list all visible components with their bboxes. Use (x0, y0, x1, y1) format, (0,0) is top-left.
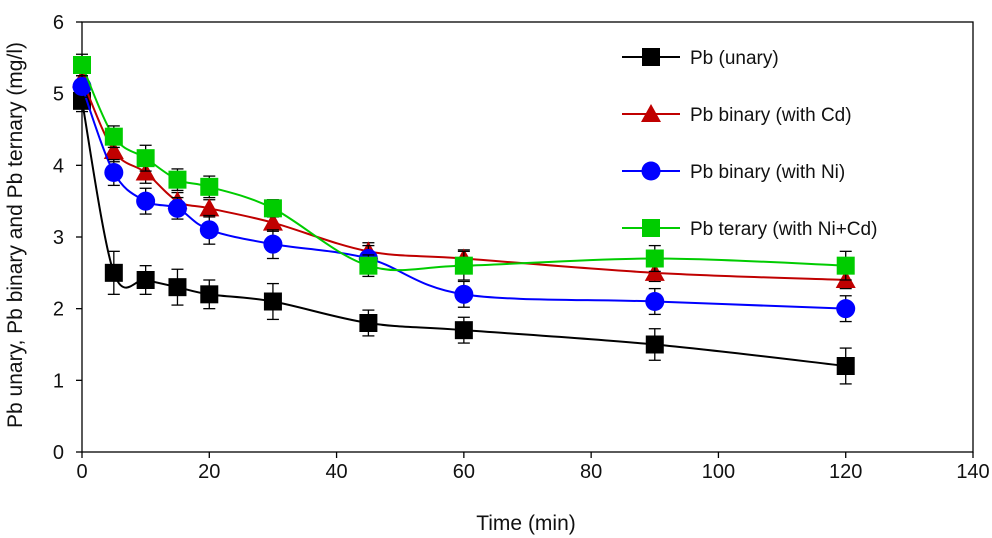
legend-swatch-marker (641, 104, 661, 122)
data-point (136, 191, 156, 211)
data-point (454, 284, 474, 304)
data-point (199, 220, 219, 240)
data-point (167, 198, 187, 218)
data-point (836, 299, 856, 319)
data-point (199, 198, 220, 217)
data-point (836, 357, 855, 375)
legend-entry: Pb binary (with Ni) (622, 161, 845, 183)
data-point (104, 263, 123, 282)
legend-swatch-marker (641, 161, 661, 181)
data-point (104, 127, 123, 146)
data-point (359, 314, 378, 332)
y-tick-label: 4 (53, 155, 64, 177)
data-point (359, 256, 378, 275)
y-tick-label: 3 (53, 227, 64, 249)
x-tick-label: 60 (453, 461, 475, 483)
data-point (136, 149, 155, 168)
legend-entry: Pb terary (with Ni+Cd) (622, 219, 877, 240)
x-tick-label: 80 (580, 461, 602, 483)
legend-label: Pb (unary) (690, 48, 779, 69)
data-point (836, 256, 855, 275)
series-line (81, 78, 846, 281)
y-tick-label: 0 (53, 442, 64, 464)
y-tick-label: 5 (53, 84, 64, 106)
data-point (72, 77, 92, 96)
data-point (645, 292, 665, 311)
x-tick-label: 120 (829, 461, 862, 483)
data-point (263, 199, 282, 218)
legend-label: Pb terary (with Ni+Cd) (690, 219, 877, 240)
series-2 (72, 75, 856, 323)
legend-swatch-marker (642, 219, 660, 237)
data-point (200, 177, 219, 196)
data-point (645, 335, 664, 354)
data-point (104, 163, 124, 182)
data-point (73, 56, 91, 74)
data-point (454, 321, 473, 340)
data-point (73, 91, 91, 110)
data-point (263, 234, 283, 254)
data-point (168, 278, 187, 297)
data-point (136, 271, 155, 289)
x-tick-label: 20 (198, 461, 220, 483)
x-tick-label: 40 (325, 461, 347, 483)
legend-entry: Pb (unary) (622, 48, 779, 69)
y-axis-title: Pb unary, Pb binary and Pb ternary (mg/l… (4, 42, 27, 428)
x-tick-label: 140 (956, 461, 989, 483)
data-point (262, 212, 283, 231)
series-0 (73, 89, 855, 385)
data-point (454, 256, 473, 275)
data-point (645, 249, 664, 268)
y-tick-label: 2 (53, 299, 64, 321)
data-point (263, 292, 282, 311)
data-point (103, 141, 124, 159)
x-tick-label: 0 (76, 461, 87, 483)
legend-swatch-marker (642, 48, 660, 66)
x-axis-title: Time (min) (476, 512, 576, 535)
legend-entry: Pb binary (with Cd) (622, 104, 852, 126)
y-tick-label: 6 (53, 12, 64, 34)
x-tick-label: 100 (702, 461, 735, 483)
data-point (200, 285, 219, 304)
series-3 (73, 53, 855, 281)
y-tick-label: 1 (53, 370, 64, 392)
legend-label: Pb binary (with Ni) (690, 162, 845, 183)
legend-label: Pb binary (with Cd) (690, 105, 852, 126)
data-point (168, 170, 187, 189)
